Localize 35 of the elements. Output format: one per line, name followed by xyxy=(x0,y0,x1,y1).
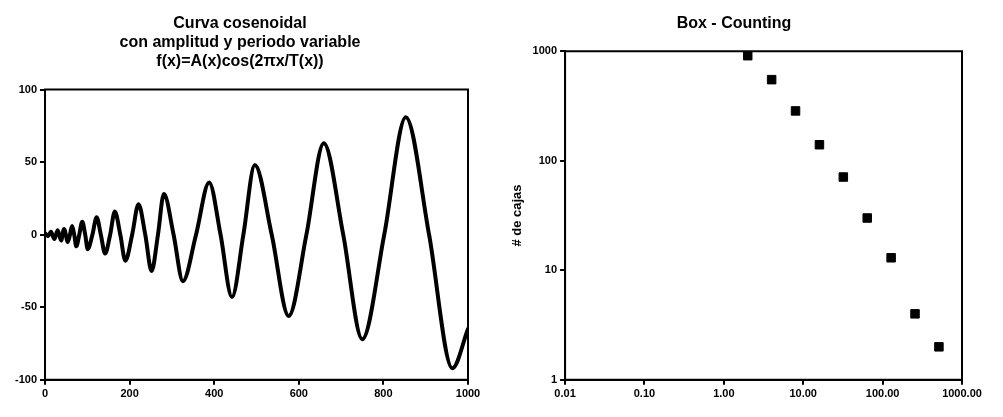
y-tick-label: -50 xyxy=(21,300,38,313)
point xyxy=(934,342,944,352)
text: f(x)=A(x)cos(2πx/T(x)) xyxy=(156,52,324,70)
x-tick-label: 600 xyxy=(289,387,308,400)
x-tick-label: 1000 xyxy=(455,387,481,400)
y-tick-label: -100 xyxy=(14,372,38,385)
y-tick-label: 0 xyxy=(30,227,38,240)
x-tick-label: 0.10 xyxy=(633,387,656,400)
x-tick-label: 400 xyxy=(205,387,224,400)
point xyxy=(814,139,825,150)
x-tick-label: 10.00 xyxy=(789,387,817,400)
x-tick-label: 1.00 xyxy=(713,387,735,400)
y-axis-title: # de cajas xyxy=(509,184,525,247)
point xyxy=(790,106,801,116)
point xyxy=(838,172,849,182)
chart-title: Box - Counting xyxy=(676,14,792,32)
y-tick-label: 100 xyxy=(18,82,38,95)
text: con amplitud y periodo variable xyxy=(119,33,361,51)
point xyxy=(910,309,920,319)
point xyxy=(862,213,872,223)
y-tick-label: 50 xyxy=(24,155,38,168)
y-tick-label: 1000 xyxy=(532,44,558,57)
y-tick-label: 10 xyxy=(544,263,558,276)
y-tick-label: 100 xyxy=(538,153,558,166)
x-tick-label: 1000.00 xyxy=(942,387,982,400)
x-tick-label: 800 xyxy=(374,387,393,400)
point xyxy=(886,253,896,263)
x-tick-label: 0.01 xyxy=(554,387,576,400)
text: Curva cosenoidal xyxy=(173,14,307,32)
x-tick-label: 100.00 xyxy=(865,387,900,400)
point xyxy=(743,51,753,61)
point xyxy=(766,74,777,85)
x-tick-label: 0 xyxy=(41,387,49,400)
x-tick-label: 200 xyxy=(120,387,139,400)
y-tick-label: 1 xyxy=(550,372,558,385)
